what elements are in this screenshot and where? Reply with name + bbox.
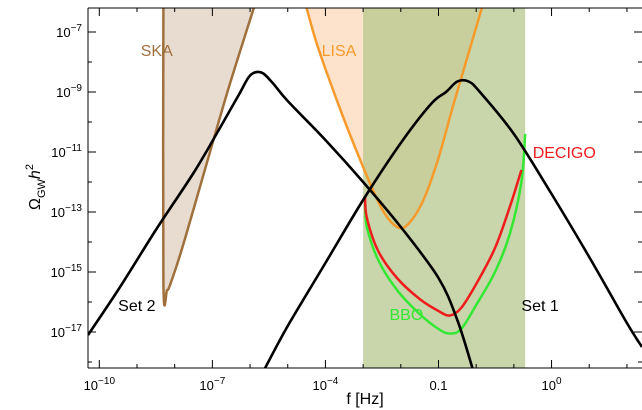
set-1-label: Set 1 — [521, 298, 558, 315]
tick-exponent: −15 — [65, 263, 82, 274]
tick-base: 10 — [199, 378, 213, 393]
plot-frame — [87, 7, 642, 369]
y-tick-label: 10−9 — [56, 83, 82, 100]
tick-base: 10 — [56, 25, 70, 40]
x-tick-label: 100 — [542, 376, 562, 393]
y-tick-label: 10−7 — [56, 23, 82, 40]
tick-exponent: −11 — [66, 143, 83, 154]
y-axis-label-h: h — [27, 170, 44, 179]
bbo-sensitivity-curve — [363, 133, 527, 335]
y-tick-label: 10−13 — [51, 203, 83, 220]
tick-exponent: −17 — [65, 323, 82, 334]
ska-label: SKA — [141, 43, 173, 60]
ska-sensitivity-curve — [161, 8, 255, 307]
x-tick-label: 0.1 — [429, 378, 447, 393]
tick-base: 10 — [51, 145, 65, 160]
tick-exponent: −4 — [327, 376, 339, 387]
tick-layer: 10−10 10−7 10−4 0.1 10010−1710−1510−1310−111… — [51, 8, 642, 393]
bbo-region — [363, 8, 526, 368]
tick-exponent: −9 — [71, 83, 83, 94]
decigo-label: DECIGO — [533, 145, 596, 162]
set-1-series-line — [263, 78, 642, 368]
x-tick-label: 10−7 — [199, 376, 225, 393]
tick-exponent: −7 — [214, 376, 226, 387]
x-axis-label: f [Hz] — [346, 391, 383, 408]
region-layer — [161, 8, 527, 368]
lisa-label: LISA — [322, 43, 357, 60]
tick-base: 10 — [51, 325, 65, 340]
tick-base: 10 — [51, 265, 65, 280]
tick-base: 10 — [84, 378, 98, 393]
annotation-layer: SKA LISA BBO DECIGO Set 2 Set 1 — [118, 43, 596, 324]
tick-exponent: −10 — [98, 376, 115, 387]
tick-exponent: 0 — [556, 376, 562, 387]
bbo-label: BBO — [389, 307, 423, 324]
decigo-sensitivity-curve — [363, 169, 523, 317]
tick-exponent: −7 — [71, 23, 83, 34]
set-2-series-line — [88, 70, 474, 368]
y-tick-label: 10−15 — [51, 263, 83, 280]
y-axis-label-superscript: 2 — [24, 164, 36, 170]
y-tick-label: 10−17 — [51, 323, 83, 340]
tick-base: 10 — [51, 205, 65, 220]
tick-base: 10 — [312, 378, 326, 393]
y-axis-label-subscript: GW — [36, 178, 48, 198]
x-tick-label: 10−10 — [84, 376, 116, 393]
tick-base: 10 — [542, 378, 556, 393]
series-layer — [88, 70, 642, 368]
y-tick-label: 10−11 — [51, 143, 82, 160]
tick-exponent: −13 — [65, 203, 82, 214]
set-2-label: Set 2 — [118, 298, 155, 315]
tick-base: 10 — [56, 85, 70, 100]
x-tick-label: 10−4 — [312, 376, 338, 393]
